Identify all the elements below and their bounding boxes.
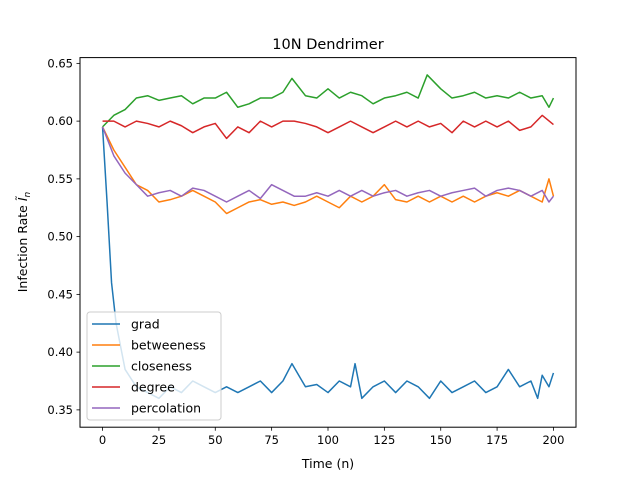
- x-tick-label: 200: [542, 433, 564, 447]
- y-tick-label: 0.40: [47, 345, 73, 359]
- legend-label-degree: degree: [131, 380, 175, 395]
- legend-items: grad betweeness closeness degree percolation: [92, 317, 206, 416]
- x-tick-label: 100: [317, 433, 339, 447]
- y-axis-label-subscript: n: [23, 191, 33, 197]
- legend-label-percolation: percolation: [131, 401, 201, 416]
- chart-title: 10N Dendrimer: [272, 37, 383, 53]
- series-line-percolation: [101, 126, 555, 203]
- legend-label-closeness: closeness: [131, 359, 192, 374]
- x-tick-label: 175: [486, 433, 508, 447]
- y-tick-label: 0.60: [47, 114, 73, 128]
- x-tick-label: 150: [430, 433, 452, 447]
- legend-label-betweeness: betweeness: [131, 338, 206, 353]
- x-tick-label: 0: [99, 433, 106, 447]
- x-axis-ticks: 0 25 50 75 100 125 150 175 200: [99, 427, 564, 447]
- x-tick-label: 50: [208, 433, 223, 447]
- y-tick-label: 0.55: [47, 172, 73, 186]
- y-tick-label: 0.65: [47, 56, 73, 70]
- x-tick-label: 25: [152, 433, 167, 447]
- x-tick-label: 75: [264, 433, 279, 447]
- y-axis-ticks: 0.35 0.40 0.45 0.50 0.55 0.60 0.65: [47, 56, 80, 417]
- legend-label-grad: grad: [131, 317, 160, 332]
- series-line-degree: [102, 114, 554, 140]
- y-tick-label: 0.50: [47, 230, 73, 244]
- y-axis-label: Infection Rate Ĩn: [15, 191, 33, 292]
- legend-box: [86, 311, 222, 421]
- x-tick-label: 125: [373, 433, 395, 447]
- y-axis-label-symbol: Ĩ: [15, 195, 30, 201]
- y-tick-label: 0.45: [47, 287, 73, 301]
- y-tick-label: 0.35: [47, 403, 73, 417]
- plot-frame: [79, 57, 577, 428]
- legend: grad betweeness closeness degree percolation: [86, 311, 222, 421]
- y-axis-label-text: Infection Rate: [15, 205, 30, 292]
- series-line-closeness: [102, 74, 555, 128]
- x-axis-label: Time (n): [301, 456, 354, 471]
